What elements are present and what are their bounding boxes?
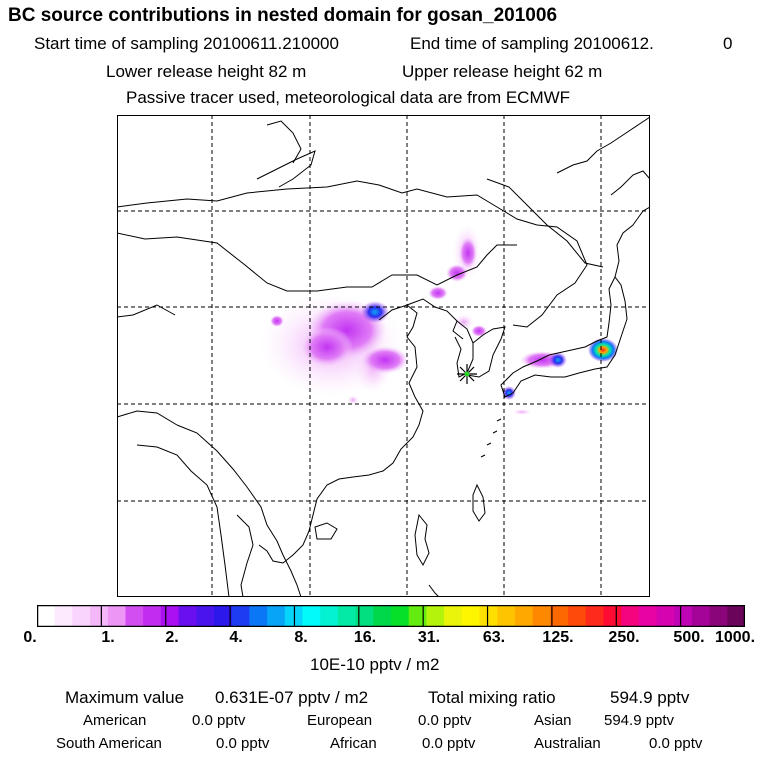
tracer-note: Passive tracer used, meteorological data… (126, 88, 571, 107)
start-time-label: Start time of sampling 20100611.210000 (34, 34, 339, 53)
colorbar-swatch (426, 605, 445, 627)
colorbar-swatch (37, 605, 56, 627)
colorbar-swatch (674, 605, 693, 627)
colorbar-swatch (160, 605, 179, 627)
region-value: 0.0 pptv (216, 735, 270, 752)
colorbar-swatch (267, 605, 286, 627)
colorbar (37, 605, 745, 627)
region-value: 0.0 pptv (192, 712, 246, 729)
colorbar-swatch (355, 605, 374, 627)
region-value: 0.0 pptv (418, 712, 472, 729)
colorbar-swatch (532, 605, 551, 627)
colorbar-swatch (178, 605, 197, 627)
colorbar-swatch (727, 605, 745, 627)
region-name: South American (56, 735, 162, 752)
colorbar-tick: 2. (165, 629, 179, 646)
colorbar-swatch (391, 605, 410, 627)
colorbar-swatch (72, 605, 91, 627)
colorbar-swatch (284, 605, 303, 627)
colorbar-swatch (444, 605, 463, 627)
colorbar-swatch (585, 605, 604, 627)
colorbar-swatch (214, 605, 233, 627)
colorbar-swatch (373, 605, 392, 627)
colorbar-swatch (638, 605, 657, 627)
colorbar-frame (37, 605, 745, 627)
colorbar-tick: 125. (542, 629, 574, 646)
colorbar-swatch (479, 605, 498, 627)
receptor-asterisk-icon (457, 364, 477, 384)
colorbar-swatch (196, 605, 215, 627)
region-name: Asian (534, 712, 572, 729)
colorbar-tick: 250. (608, 629, 640, 646)
colorbar-swatch (320, 605, 339, 627)
colorbar-tick: 16. (353, 629, 377, 646)
colorbar-tick: 4. (229, 629, 243, 646)
max-value-label: Maximum value (65, 688, 185, 707)
end-time-label: End time of sampling 20100612. (410, 34, 654, 53)
source-contribution-map (117, 115, 650, 597)
colorbar-swatch (408, 605, 427, 627)
colorbar-swatch (603, 605, 622, 627)
lower-release-height: Lower release height 82 m (106, 62, 307, 81)
colorbar-swatch (550, 605, 569, 627)
colorbar-swatch (337, 605, 356, 627)
colorbar-swatch (514, 605, 533, 627)
colorbar-swatch (107, 605, 126, 627)
contribution-field (260, 224, 618, 415)
colorbar-swatch (568, 605, 587, 627)
map-frame (117, 115, 650, 597)
colorbar-tick: 63. (482, 629, 506, 646)
colorbar-tick: 0. (23, 629, 37, 646)
plot-title: BC source contributions in nested domain… (8, 5, 558, 26)
total-mixing-ratio-label: Total mixing ratio (428, 688, 556, 707)
colorbar-tick: 8. (294, 629, 308, 646)
region-name: European (307, 712, 373, 729)
colorbar-swatch (231, 605, 250, 627)
colorbar-tick: 1. (101, 629, 115, 646)
total-mixing-ratio-value: 594.9 pptv (610, 688, 690, 707)
colorbar-swatch (691, 605, 710, 627)
colorbar-swatch (249, 605, 268, 627)
colorbar-swatch (497, 605, 516, 627)
colorbar-swatch (143, 605, 162, 627)
colorbar-swatch (709, 605, 728, 627)
end-time-suffix: 0 (723, 34, 733, 53)
colorbar-tick: 500. (673, 629, 705, 646)
max-value: 0.631E-07 pptv / m2 (215, 688, 369, 707)
coastlines (117, 116, 650, 597)
region-value: 0.0 pptv (422, 735, 476, 752)
colorbar-unit-label: 10E-10 pptv / m2 (310, 655, 440, 674)
region-name: Australian (534, 735, 601, 752)
colorbar-swatch (54, 605, 73, 627)
colorbar-swatch (656, 605, 675, 627)
colorbar-tick: 31. (417, 629, 441, 646)
colorbar-swatch (90, 605, 109, 627)
region-name: American (83, 712, 147, 729)
colorbar-tick: 1000. (714, 629, 756, 646)
upper-release-height: Upper release height 62 m (402, 62, 603, 81)
colorbar-swatch (621, 605, 640, 627)
region-name: African (330, 735, 377, 752)
colorbar-swatch (461, 605, 480, 627)
region-value: 594.9 pptv (604, 712, 675, 729)
lat-lon-grid (117, 115, 650, 597)
colorbar-swatch (302, 605, 321, 627)
colorbar-swatch (125, 605, 144, 627)
region-value: 0.0 pptv (649, 735, 703, 752)
